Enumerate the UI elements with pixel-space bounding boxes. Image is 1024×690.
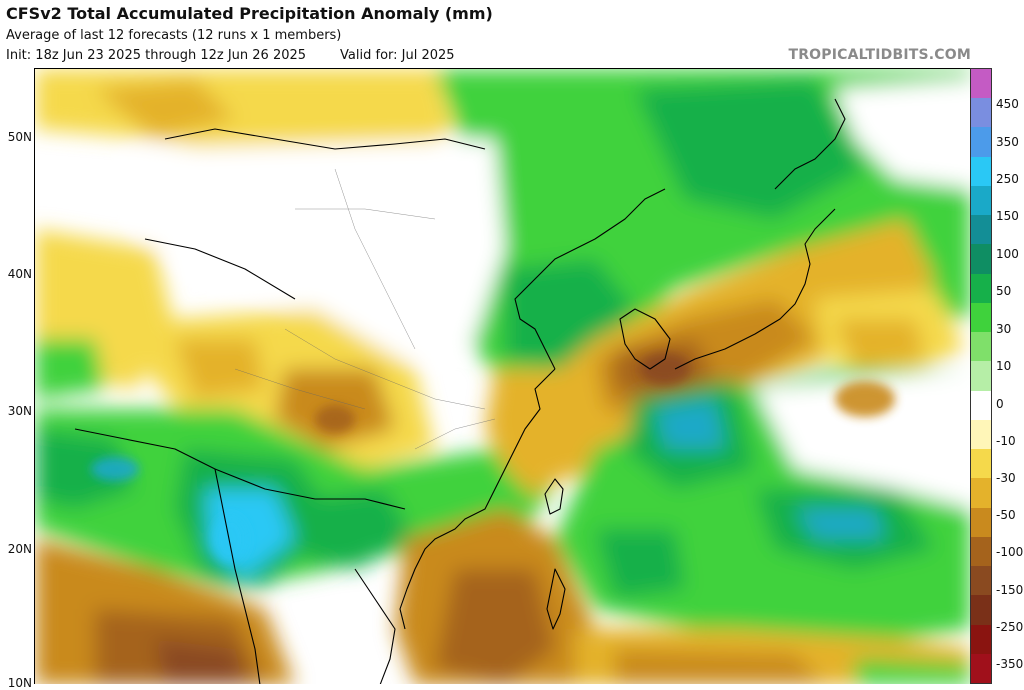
lat-label-20n: 20N bbox=[7, 542, 32, 556]
colorbar-swatch bbox=[971, 185, 991, 216]
colorbar-swatch bbox=[971, 215, 991, 245]
colorbar-swatch bbox=[971, 478, 991, 509]
init-text: Init: 18z Jun 23 2025 through 12z Jun 26… bbox=[6, 48, 307, 63]
valid-text: Valid for: Jul 2025 bbox=[340, 48, 455, 63]
colorbar-swatch bbox=[971, 624, 991, 655]
map-canvas bbox=[35, 69, 970, 684]
colorbar-label: -150 bbox=[996, 583, 1024, 597]
colorbar-swatch bbox=[971, 156, 991, 187]
lat-label-40n: 40N bbox=[7, 267, 32, 281]
colorbar-label: -30 bbox=[996, 471, 1016, 485]
colorbar-swatch bbox=[971, 419, 991, 450]
colorbar-swatch bbox=[971, 332, 991, 362]
colorbar-label: 150 bbox=[996, 209, 1019, 223]
colorbar-swatch bbox=[971, 507, 991, 538]
colorbar-label: 450 bbox=[996, 97, 1019, 111]
colorbar-swatch bbox=[971, 653, 991, 684]
map-subtitle: Average of last 12 forecasts (12 runs x … bbox=[6, 28, 342, 43]
colorbar-swatch bbox=[971, 536, 991, 567]
precipitation-anomaly-map bbox=[34, 68, 970, 684]
lat-label-50n: 50N bbox=[7, 130, 32, 144]
colorbar-swatch bbox=[971, 98, 991, 128]
colorbar-label: 350 bbox=[996, 135, 1019, 149]
init-valid-line: Init: 18z Jun 23 2025 through 12z Jun 26… bbox=[6, 48, 455, 63]
colorbar-swatch bbox=[971, 302, 991, 333]
colorbar-label: -100 bbox=[996, 545, 1024, 559]
map-title: CFSv2 Total Accumulated Precipitation An… bbox=[6, 4, 493, 23]
colorbar-label: -10 bbox=[996, 434, 1016, 448]
colorbar-label: -350 bbox=[996, 657, 1024, 671]
colorbar-label: -250 bbox=[996, 620, 1024, 634]
colorbar-swatch bbox=[971, 69, 991, 99]
colorbar-swatch bbox=[971, 566, 991, 596]
colorbar-swatch bbox=[971, 449, 991, 479]
colorbar-swatch bbox=[971, 127, 991, 158]
colorbar-label: 250 bbox=[996, 172, 1019, 186]
lat-label-30n: 30N bbox=[7, 404, 32, 418]
colorbar-label: 10 bbox=[996, 359, 1012, 373]
colorbar-label: 100 bbox=[996, 247, 1019, 261]
colorbar-swatch bbox=[971, 595, 991, 626]
colorbar-label: -50 bbox=[996, 508, 1016, 522]
colorbar-swatch bbox=[971, 390, 991, 421]
colorbar-swatch bbox=[971, 244, 991, 275]
lat-label-10n: 10N bbox=[7, 676, 32, 690]
colorbar-label: 30 bbox=[996, 322, 1012, 336]
site-credit: TROPICALTIDBITS.COM bbox=[788, 47, 971, 63]
colorbar bbox=[970, 68, 992, 684]
colorbar-label: 0 bbox=[996, 397, 1004, 411]
colorbar-swatch bbox=[971, 361, 991, 392]
colorbar-label: 50 bbox=[996, 284, 1012, 298]
colorbar-swatch bbox=[971, 273, 991, 304]
